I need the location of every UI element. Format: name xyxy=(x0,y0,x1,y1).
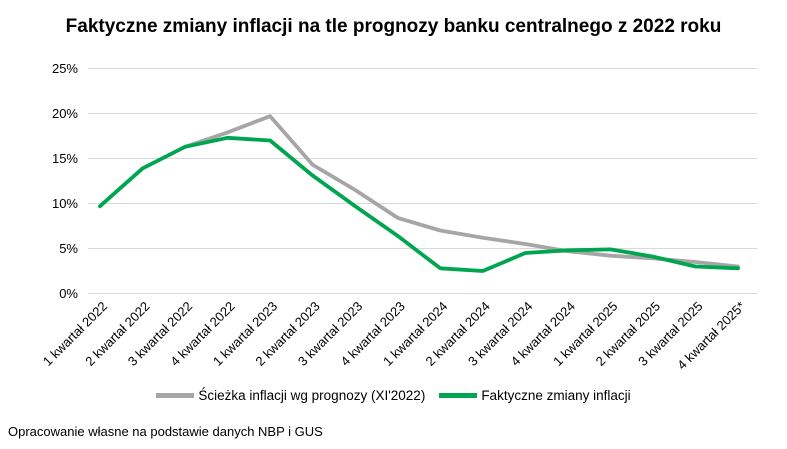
forecast-line-swatch xyxy=(156,393,195,398)
y-axis-tick-label: 15% xyxy=(52,151,78,166)
y-axis-tick-label: 5% xyxy=(59,241,78,256)
y-axis-tick-label: 20% xyxy=(52,106,78,121)
chart-title: Faktyczne zmiany inflacji na tle prognoz… xyxy=(65,16,722,37)
legend-label-actual: Faktyczne zmiany inflacji xyxy=(481,388,631,403)
legend-item-forecast: Ścieżka inflacji wg prognozy (XI'2022) xyxy=(156,388,425,403)
legend-item-actual: Faktyczne zmiany inflacji xyxy=(439,388,631,403)
y-axis-tick-label: 0% xyxy=(59,286,78,301)
y-axis-tick-label: 25% xyxy=(52,61,78,76)
legend: Ścieżka inflacji wg prognozy (XI'2022) F… xyxy=(0,388,787,403)
actual-line xyxy=(98,135,740,273)
legend-label-forecast: Ścieżka inflacji wg prognozy (XI'2022) xyxy=(198,388,426,403)
y-axis-tick-label: 10% xyxy=(52,196,78,211)
actual-line-swatch xyxy=(439,393,478,398)
forecast-line xyxy=(183,114,740,269)
source-note: Opracowanie własne na podstawie danych N… xyxy=(8,424,323,439)
